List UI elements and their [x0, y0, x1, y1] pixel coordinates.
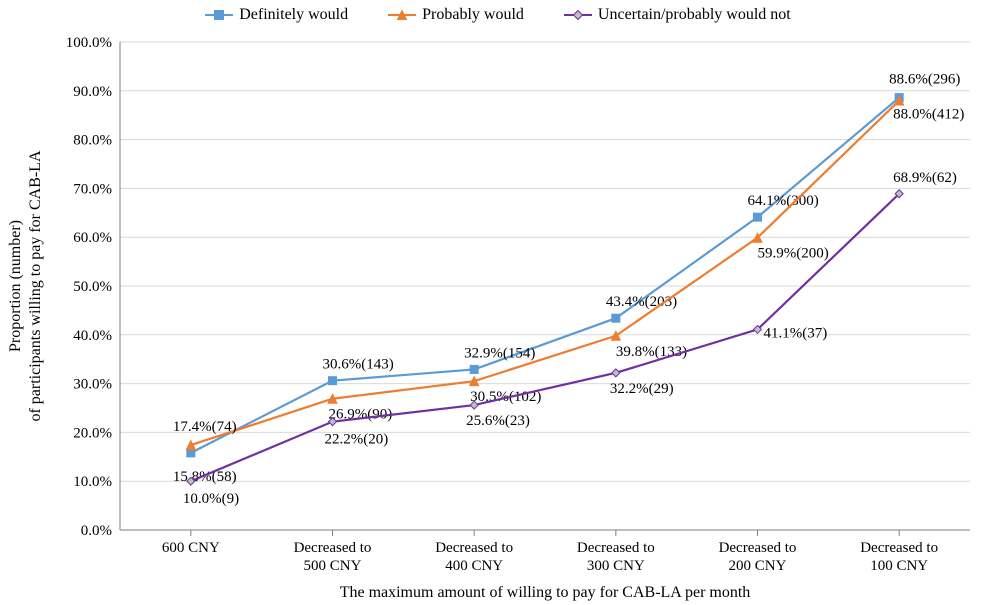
legend-swatch-uncertain [564, 14, 592, 16]
data-label-uncertain: 32.2%(29) [610, 381, 674, 397]
series-marker-uncertain [612, 369, 620, 377]
series-marker-definitely [470, 365, 478, 373]
x-tick-label: Decreased to [435, 540, 513, 556]
data-label-probably: 17.4%(74) [173, 419, 237, 435]
series-line-definitely [191, 98, 899, 453]
x-tick-label: 600 CNY [162, 540, 220, 556]
y-tick-label: 60.0% [73, 230, 112, 246]
x-tick-label: Decreased to [860, 540, 938, 556]
x-tick-label: 400 CNY [445, 558, 503, 574]
legend-item-definitely: Definitely would [205, 6, 348, 24]
x-tick-label: Decreased to [294, 540, 372, 556]
legend-item-uncertain: Uncertain/probably would not [564, 6, 791, 24]
data-label-definitely: 15.8%(58) [173, 469, 237, 485]
data-label-definitely: 64.1%(300) [748, 193, 819, 209]
x-axis-label: The maximum amount of willing to pay for… [340, 584, 751, 601]
y-tick-label: 80.0% [73, 133, 112, 149]
legend-item-probably: Probably would [388, 6, 524, 24]
series-marker-definitely [329, 377, 337, 385]
data-label-probably: 88.0%(412) [893, 107, 964, 123]
chart-container: Definitely would Probably would Uncertai… [0, 0, 996, 605]
y-tick-label: 0.0% [81, 523, 112, 539]
series-line-probably [191, 101, 899, 446]
data-label-definitely: 88.6%(296) [889, 72, 960, 88]
y-tick-label: 10.0% [73, 474, 112, 490]
data-label-uncertain: 41.1%(37) [764, 325, 828, 341]
y-axis-label: Proportion (number) [7, 220, 24, 352]
data-label-definitely: 43.4%(203) [606, 294, 677, 310]
x-tick-label: 100 CNY [870, 558, 928, 574]
legend-label-uncertain: Uncertain/probably would not [598, 6, 791, 24]
legend-swatch-probably [388, 14, 416, 16]
data-label-uncertain: 22.2%(20) [325, 432, 389, 448]
x-tick-label: 300 CNY [587, 558, 645, 574]
legend-label-probably: Probably would [422, 6, 524, 24]
y-axis-label: of participants willing to pay for CAB-L… [27, 150, 44, 422]
data-label-uncertain: 68.9%(62) [893, 170, 957, 186]
x-tick-label: Decreased to [577, 540, 655, 556]
series-marker-definitely [754, 213, 762, 221]
data-label-probably: 59.9%(200) [758, 246, 829, 262]
x-tick-label: 500 CNY [304, 558, 362, 574]
y-tick-label: 50.0% [73, 279, 112, 295]
y-tick-label: 20.0% [73, 425, 112, 441]
series-marker-definitely [612, 314, 620, 322]
chart-svg: 0.0% 10.0% 20.0% 30.0% 40.0% 50.0% 60.0% 70.0% 8… [0, 0, 996, 605]
series-marker-definitely [187, 449, 195, 457]
x-tick-label: Decreased to [719, 540, 797, 556]
legend: Definitely would Probably would Uncertai… [0, 6, 996, 24]
data-label-definitely: 30.6%(143) [323, 357, 394, 373]
x-tick-label: 200 CNY [729, 558, 787, 574]
legend-label-definitely: Definitely would [239, 6, 348, 24]
y-tick-label: 100.0% [66, 35, 112, 51]
y-tick-label: 30.0% [73, 377, 112, 393]
data-label-uncertain: 10.0%(9) [183, 491, 239, 507]
y-tick-label: 90.0% [73, 84, 112, 100]
data-label-definitely: 32.9%(154) [464, 345, 535, 361]
data-label-uncertain: 25.6%(23) [466, 413, 530, 429]
y-tick-label: 70.0% [73, 181, 112, 197]
legend-swatch-definitely [205, 14, 233, 16]
y-tick-label: 40.0% [73, 328, 112, 344]
data-label-probably: 39.8%(133) [616, 344, 687, 360]
